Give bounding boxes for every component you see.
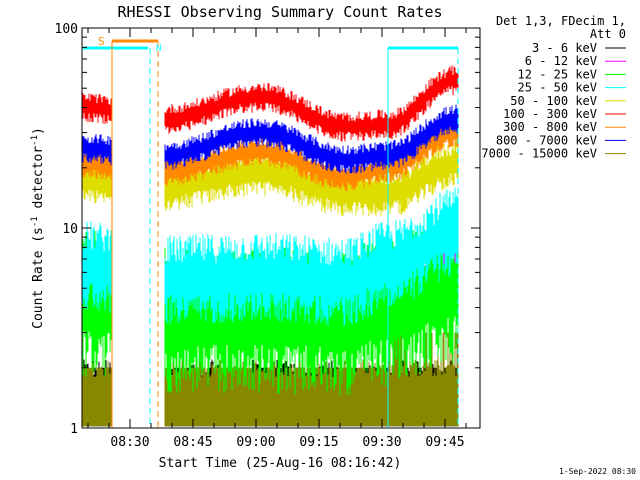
legend-entry-label: 12 - 25 keV	[518, 67, 597, 81]
legend-entry-label: 7000 - 15000 keV	[481, 147, 597, 161]
legend-entry-label: 100 - 300 keV	[503, 107, 597, 121]
legend-entry-label: 50 - 100 keV	[510, 94, 597, 108]
y-tick-label: 100	[55, 22, 78, 37]
legend-header-1: Det 1,3, FDecim 1,	[496, 14, 626, 28]
y-axis-label: Count Rate (s-1 detector-1)	[30, 127, 46, 329]
x-tick-label: 09:45	[425, 435, 464, 450]
x-tick-label: 09:00	[236, 435, 275, 450]
series-line	[82, 120, 459, 192]
legend-entry-label: 300 - 800 keV	[503, 120, 597, 134]
legend-entry-label: 800 - 7000 keV	[496, 133, 597, 147]
series-line	[82, 187, 459, 326]
legend-entry-label: 3 - 6 keV	[532, 41, 597, 55]
y-axis-label-sup1: -1	[30, 216, 40, 227]
series-line	[82, 104, 459, 174]
footer-date: 1-Sep-2022 08:30	[559, 467, 636, 476]
y-tick-label: 1	[70, 422, 78, 437]
y-tick-label: 10	[62, 222, 78, 237]
y-axis-label-part2: detector	[31, 146, 46, 217]
y-axis-label-part3: )	[31, 127, 46, 135]
legend-entry-label: 25 - 50 keV	[518, 81, 597, 95]
plot-area: SN	[82, 35, 459, 428]
y-axis-label-part1: Count Rate (s	[31, 227, 46, 329]
legend-entry-label: 6 - 12 keV	[525, 54, 597, 68]
flag-markers: SN	[83, 35, 459, 428]
saa-label: S	[98, 35, 105, 48]
x-tick-label: 08:45	[173, 435, 212, 450]
x-tick-label: 09:15	[299, 435, 338, 450]
series-line	[82, 141, 459, 217]
axes: 1 10 100 08:30 08:45 09:00 09:15 09:30 09:45	[55, 22, 480, 450]
series-line	[82, 332, 459, 427]
x-tick-label: 09:30	[362, 435, 401, 450]
legend-header-2: Att 0	[590, 27, 626, 41]
x-axis-label: Start Time (25-Aug-16 08:16:42)	[159, 456, 402, 471]
series-line	[82, 65, 459, 142]
x-tick-label: 08:30	[110, 435, 149, 450]
chart-title: RHESSI Observing Summary Count Rates	[117, 3, 442, 21]
y-axis-label-sup2: -1	[30, 135, 40, 146]
night-label: N	[156, 44, 161, 54]
